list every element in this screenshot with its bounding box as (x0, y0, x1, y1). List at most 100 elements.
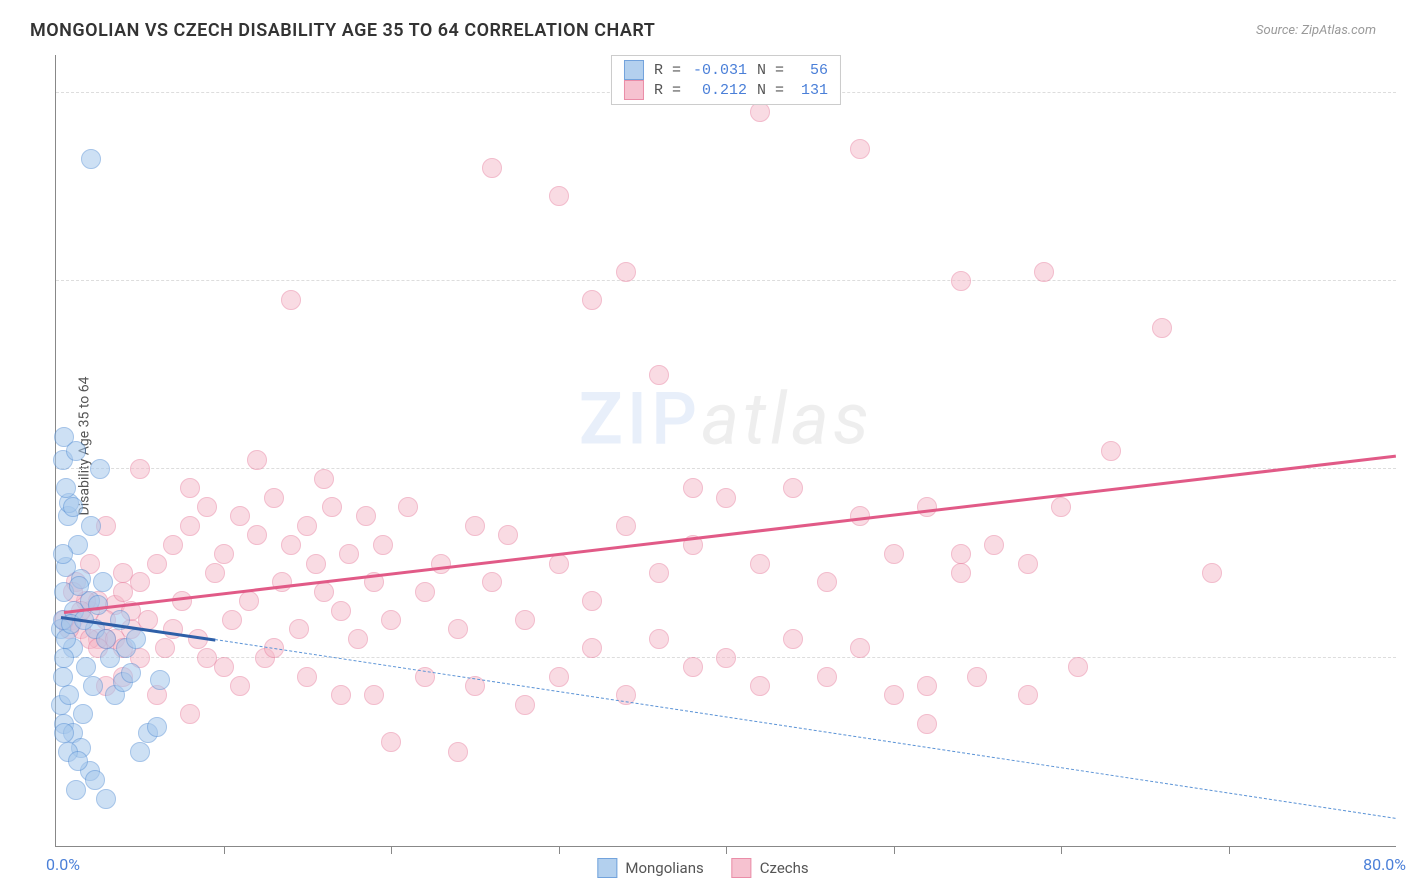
data-point (264, 488, 284, 508)
data-point (331, 601, 351, 621)
data-point (66, 441, 86, 461)
data-point (515, 695, 535, 715)
data-point (482, 158, 502, 178)
data-point (130, 459, 150, 479)
data-point (582, 591, 602, 611)
data-point (272, 572, 292, 592)
data-point (297, 516, 317, 536)
swatch-czechs (624, 80, 644, 100)
x-tick (391, 846, 392, 854)
data-point (1051, 497, 1071, 517)
series-legend: Mongolians Czechs (597, 858, 808, 878)
data-point (683, 478, 703, 498)
data-point (81, 516, 101, 536)
data-point (239, 591, 259, 611)
data-point (130, 572, 150, 592)
data-point (356, 506, 376, 526)
data-point (96, 629, 116, 649)
data-point (322, 497, 342, 517)
data-point (817, 572, 837, 592)
data-point (750, 676, 770, 696)
data-point (884, 685, 904, 705)
data-point (197, 497, 217, 517)
legend-item-czechs: Czechs (732, 858, 809, 878)
data-point (180, 516, 200, 536)
data-point (582, 290, 602, 310)
x-tick (894, 846, 895, 854)
data-point (83, 676, 103, 696)
data-point (69, 576, 89, 596)
data-point (448, 619, 468, 639)
data-point (281, 290, 301, 310)
scatter-chart: R = -0.031 N = 56 R = 0.212 N = 131 ZIPa… (55, 55, 1396, 847)
data-point (649, 365, 669, 385)
x-tick (726, 846, 727, 854)
data-point (817, 667, 837, 687)
data-point (247, 450, 267, 470)
data-point (783, 629, 803, 649)
data-point (247, 525, 267, 545)
data-point (549, 186, 569, 206)
x-tick (1061, 846, 1062, 854)
data-point (649, 563, 669, 583)
data-point (172, 591, 192, 611)
data-point (230, 676, 250, 696)
data-point (1152, 318, 1172, 338)
data-point (1018, 685, 1038, 705)
data-point (1101, 441, 1121, 461)
data-point (515, 610, 535, 630)
data-point (951, 544, 971, 564)
data-point (1068, 657, 1088, 677)
data-point (289, 619, 309, 639)
data-point (180, 478, 200, 498)
data-point (716, 648, 736, 668)
correlation-stats-legend: R = -0.031 N = 56 R = 0.212 N = 131 (611, 55, 841, 105)
data-point (56, 478, 76, 498)
x-tick (1229, 846, 1230, 854)
data-point (951, 563, 971, 583)
swatch-czechs-bottom (732, 858, 752, 878)
data-point (498, 525, 518, 545)
x-origin-label: 0.0% (46, 855, 80, 874)
data-point (850, 139, 870, 159)
data-point (214, 657, 234, 677)
swatch-mongolians (624, 60, 644, 80)
data-point (314, 582, 334, 602)
data-point (348, 629, 368, 649)
data-point (126, 629, 146, 649)
data-point (381, 732, 401, 752)
data-point (130, 742, 150, 762)
data-point (582, 638, 602, 658)
data-point (373, 535, 393, 555)
chart-title: MONGOLIAN VS CZECH DISABILITY AGE 35 TO … (30, 20, 655, 41)
x-tick (224, 846, 225, 854)
data-point (415, 582, 435, 602)
data-point (884, 544, 904, 564)
data-point (683, 657, 703, 677)
data-point (230, 506, 250, 526)
data-point (917, 497, 937, 517)
data-point (331, 685, 351, 705)
data-point (1034, 262, 1054, 282)
data-point (398, 497, 418, 517)
data-point (448, 742, 468, 762)
data-point (180, 704, 200, 724)
data-point (967, 667, 987, 687)
data-point (147, 554, 167, 574)
data-point (984, 535, 1004, 555)
data-point (297, 667, 317, 687)
data-point (783, 478, 803, 498)
stats-row-czechs: R = 0.212 N = 131 (624, 80, 828, 100)
source-attribution: Source: ZipAtlas.com (1256, 23, 1376, 38)
data-point (68, 751, 88, 771)
y-tick-label: 10.0% (1401, 648, 1406, 667)
data-point (616, 516, 636, 536)
data-point (917, 676, 937, 696)
data-point (54, 723, 74, 743)
data-point (147, 717, 167, 737)
data-point (63, 497, 83, 517)
data-point (163, 535, 183, 555)
data-point (197, 648, 217, 668)
data-point (66, 780, 86, 800)
data-point (205, 563, 225, 583)
